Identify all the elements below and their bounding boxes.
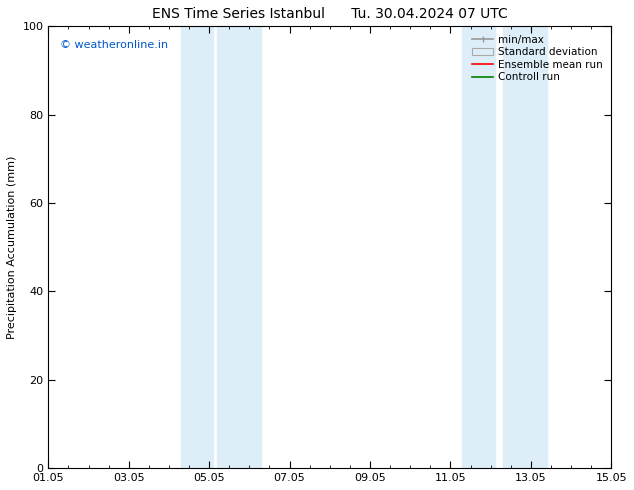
Text: © weatheronline.in: © weatheronline.in [60,40,168,49]
Title: ENS Time Series Istanbul      Tu. 30.04.2024 07 UTC: ENS Time Series Istanbul Tu. 30.04.2024 … [152,7,508,21]
Y-axis label: Precipitation Accumulation (mm): Precipitation Accumulation (mm) [7,155,17,339]
Bar [181,26,213,468]
Bar [503,26,547,468]
Bar [217,26,261,468]
Legend: min/max, Standard deviation, Ensemble mean run, Controll run: min/max, Standard deviation, Ensemble me… [469,31,606,86]
Bar [462,26,495,468]
